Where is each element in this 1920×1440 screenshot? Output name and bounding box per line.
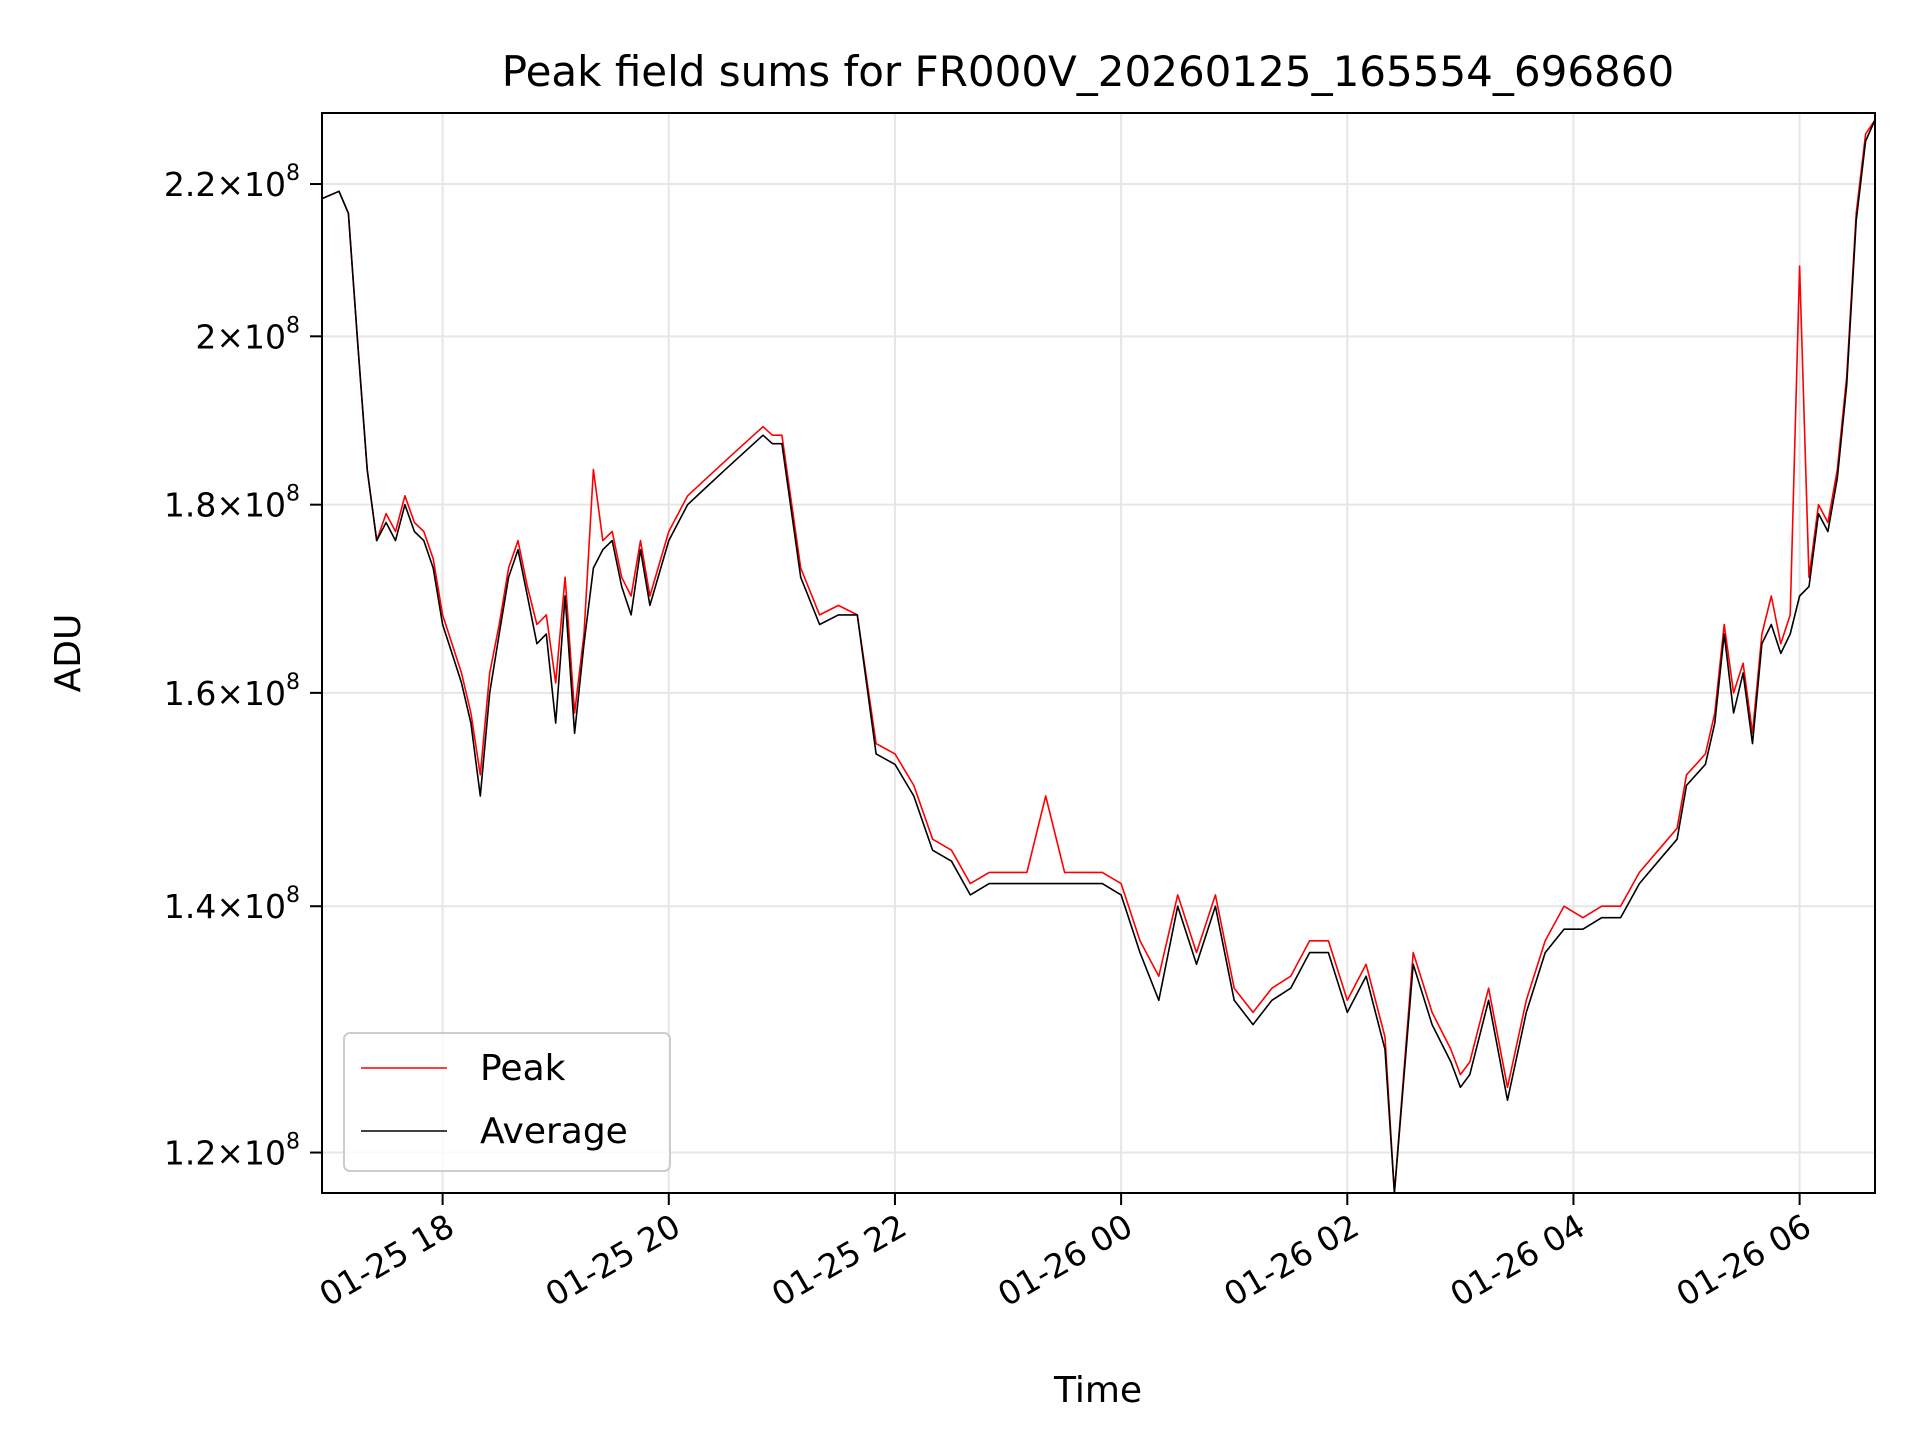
y-tick-exponent: 8 — [286, 313, 300, 338]
y-tick-mantissa: 1.8 — [164, 486, 216, 525]
y-tick-exponent: 8 — [286, 883, 300, 908]
y-tick-mantissa: 1.6 — [164, 674, 216, 713]
y-tick-exponent: 8 — [286, 482, 300, 507]
y-axis-label: ADU — [48, 614, 89, 693]
y-tick-label: 2×108 — [195, 313, 300, 356]
y-tick-label: 1.6×108 — [164, 670, 300, 713]
y-tick-mantissa: 2.2 — [164, 165, 216, 204]
y-tick-label: 1.8×108 — [164, 482, 300, 525]
y-tick-label: 1.4×108 — [164, 883, 300, 926]
series-layer — [321, 119, 1876, 1194]
legend: Peak Average — [343, 1032, 671, 1172]
y-tick-mantissa: 2 — [195, 317, 216, 356]
y-tick-exponent: 8 — [286, 161, 300, 186]
series-line-peak — [321, 119, 1876, 1194]
y-tick-label: 2.2×108 — [164, 161, 300, 204]
y-tick-label: 1.2×108 — [164, 1130, 300, 1173]
x-axis-label: Time — [1053, 1370, 1142, 1411]
legend-label-peak: Peak — [480, 1048, 566, 1089]
y-tick-mantissa: 1.2 — [164, 1134, 216, 1173]
y-tick-exponent: 8 — [286, 670, 300, 695]
chart-title: Peak field sums for FR000V_20260125_1655… — [502, 47, 1674, 96]
grid — [322, 113, 1875, 1193]
legend-label-average: Average — [480, 1111, 628, 1152]
y-tick-mantissa: 1.4 — [164, 887, 216, 926]
y-axis: 1.2×108 1.4×108 1.6×108 1.8×108 2×108 2.2×108 — [164, 161, 322, 1173]
plot-frame — [321, 112, 1876, 1194]
series-line-average — [321, 119, 1876, 1194]
y-tick-exponent: 8 — [286, 1130, 300, 1155]
